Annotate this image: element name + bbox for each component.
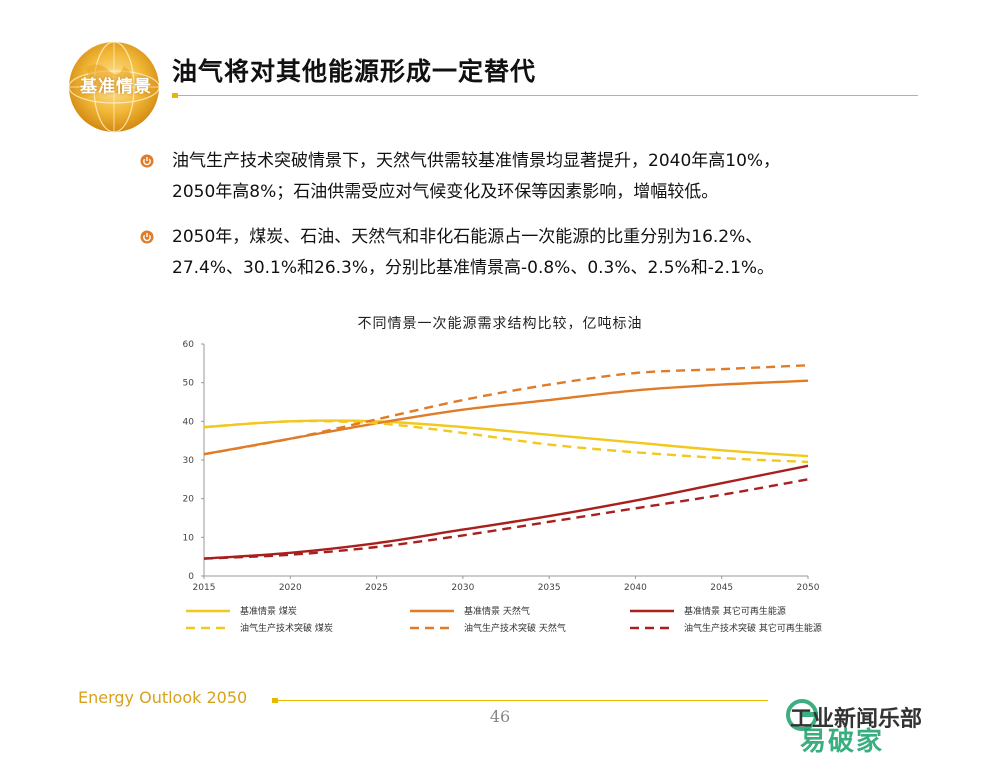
y-tick-label: 60 (183, 340, 195, 350)
watermark-text-secondary: 易破家 (800, 721, 884, 758)
bullet-line: 2050年，煤炭、石油、天然气和非化石能源占一次能源的比重分别为16.2%、 (140, 222, 920, 253)
x-tick-label: 2020 (279, 583, 302, 593)
page-number: 46 (470, 707, 530, 726)
x-tick-label: 2045 (710, 583, 733, 593)
x-tick-label: 2040 (624, 583, 647, 593)
bullet-line: 27.4%、30.1%和26.3%，分别比基准情景高-0.8%、0.3%、2.5… (140, 253, 920, 284)
series-line-3 (204, 421, 808, 462)
title-divider (176, 95, 918, 96)
legend-label: 基准情景 煤炭 (240, 605, 297, 617)
x-tick-label: 2030 (451, 583, 474, 593)
x-tick-label: 2035 (538, 583, 561, 593)
page-title: 油气将对其他能源形成一定替代 (172, 52, 536, 88)
bullet-line: 油气生产技术突破情景下，天然气供需较基准情景均显著提升，2040年高10%， (140, 146, 920, 177)
x-tick-label: 2025 (365, 583, 388, 593)
bullet-power-icon (140, 154, 154, 168)
legend-label: 油气生产技术突破 天然气 (464, 622, 566, 634)
footer-brand: Energy Outlook 2050 (78, 688, 247, 707)
series-line-5 (204, 479, 808, 558)
y-tick-label: 40 (183, 417, 195, 427)
bullet-power-icon (140, 230, 154, 244)
x-tick-label: 2015 (193, 583, 216, 593)
y-tick-label: 20 (183, 495, 195, 505)
legend-label: 基准情景 其它可再生能源 (684, 605, 786, 617)
y-tick-label: 10 (183, 533, 195, 543)
y-tick-label: 0 (188, 572, 194, 582)
legend-label: 基准情景 天然气 (464, 605, 530, 617)
legend-label: 油气生产技术突破 煤炭 (240, 622, 333, 634)
series-line-4 (204, 365, 808, 454)
y-tick-label: 50 (183, 379, 195, 389)
x-tick-label: 2050 (797, 583, 820, 593)
logo-label: 基准情景 (70, 72, 162, 97)
y-tick-label: 30 (183, 456, 195, 466)
bullet-item: 油气生产技术突破情景下，天然气供需较基准情景均显著提升，2040年高10%， 2… (140, 146, 920, 208)
bullet-line: 2050年高8%；石油供需受应对气候变化及环保等因素影响，增幅较低。 (140, 177, 920, 208)
footer-divider (276, 700, 768, 701)
series-line-2 (204, 466, 808, 559)
bullet-item: 2050年，煤炭、石油、天然气和非化石能源占一次能源的比重分别为16.2%、 2… (140, 222, 920, 284)
legend-label: 油气生产技术突破 其它可再生能源 (684, 622, 822, 634)
